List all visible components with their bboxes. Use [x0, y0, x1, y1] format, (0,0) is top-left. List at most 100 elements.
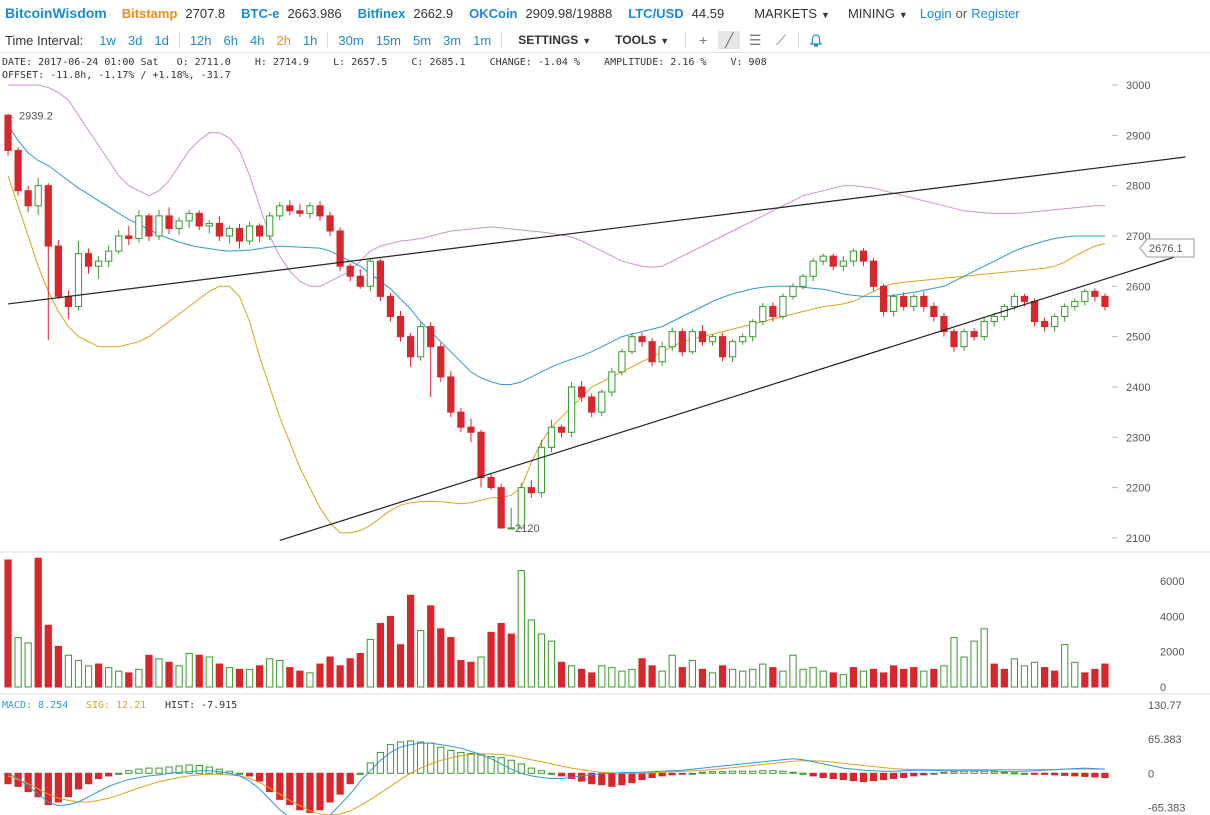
candle-body — [839, 260, 847, 267]
exchange-bitfinex[interactable]: Bitfinex — [357, 5, 406, 21]
line-tool-icon[interactable]: ╱ — [718, 31, 741, 49]
histogram-bar — [527, 767, 535, 774]
candle-body — [517, 487, 525, 529]
bell-icon[interactable] — [805, 31, 827, 49]
histogram-bar — [1010, 772, 1019, 775]
volume-bar — [578, 668, 586, 688]
candle-body — [205, 222, 213, 227]
histogram-bar — [105, 772, 113, 777]
histogram-bar — [447, 749, 455, 774]
histogram-bar — [839, 772, 847, 781]
volume-bar — [849, 667, 857, 688]
interval-12h[interactable]: 12h — [189, 32, 212, 48]
register-link[interactable]: Register — [971, 5, 1020, 21]
candle-body — [1020, 295, 1029, 302]
candle-body — [195, 212, 203, 227]
mining-menu[interactable]: MINING ▼ — [848, 6, 908, 21]
candle-body — [698, 331, 707, 343]
histogram-bar — [990, 771, 998, 774]
markets-menu[interactable]: MARKETS ▼ — [754, 6, 830, 21]
histogram-bar — [1101, 772, 1109, 778]
histogram-bar — [588, 772, 596, 785]
volume-bar — [829, 672, 837, 688]
candle-body — [245, 225, 254, 242]
volume-bar — [1051, 670, 1059, 688]
volume-bar — [4, 559, 12, 688]
histogram-bar — [346, 772, 354, 785]
histogram-bar — [235, 772, 244, 775]
volume-bar — [326, 656, 334, 688]
candle-body — [145, 215, 153, 237]
candle-body — [24, 190, 32, 207]
volume-axis-tick: 0 — [1160, 682, 1166, 694]
volume-bar — [970, 640, 978, 688]
exchange-ltcusd[interactable]: LTC/USD — [628, 5, 684, 21]
trendline — [279, 253, 1186, 542]
volume-bar — [1020, 665, 1029, 688]
interval-2h[interactable]: 2h — [276, 32, 291, 48]
histogram-bar — [356, 772, 364, 775]
high-annotation: ← 2939.2 — [5, 111, 53, 123]
interval-1m[interactable]: 1m — [473, 32, 492, 48]
volume-bar — [34, 557, 42, 688]
candle-body — [286, 205, 294, 212]
interval-1w[interactable]: 1w — [99, 32, 116, 48]
histogram-bar — [920, 772, 928, 776]
exchange-btce[interactable]: BTC-e — [241, 5, 280, 21]
macd-axis-tick: 0 — [1148, 768, 1154, 780]
histogram-bar — [165, 766, 173, 774]
volume-bar — [306, 672, 314, 688]
price-axis-tick: 2700 — [1126, 231, 1150, 243]
histogram-bar — [326, 772, 334, 803]
exchange-bitstamp[interactable]: Bitstamp — [121, 5, 178, 21]
volume-bar — [225, 667, 234, 688]
candle-body — [648, 341, 656, 363]
crosshair-tool-icon[interactable]: + — [699, 32, 708, 48]
interval-30m[interactable]: 30m — [338, 32, 364, 48]
exchange-okcoin[interactable]: OKCoin — [469, 5, 518, 21]
interval-3d[interactable]: 3d — [127, 32, 143, 48]
candle-body — [4, 114, 12, 151]
candle-body — [739, 336, 747, 343]
fan-tool-icon[interactable]: ⟋ — [776, 31, 787, 48]
interval-6h[interactable]: 6h — [223, 32, 238, 48]
candle-body — [588, 396, 596, 413]
candle-body — [44, 185, 52, 247]
interval-15m[interactable]: 15m — [375, 32, 401, 48]
volume-bar — [759, 663, 767, 688]
volume-bar — [256, 665, 264, 688]
candle-body — [819, 255, 827, 262]
candle-body — [980, 321, 988, 338]
volume-bar — [688, 660, 696, 688]
interval-1h[interactable]: 1h — [302, 32, 318, 48]
volume-bar — [366, 638, 374, 688]
candle-body — [658, 346, 666, 363]
tools-menu[interactable]: TOOLS ▼ — [615, 33, 669, 47]
brand-logo[interactable]: BitcoinWisdom — [5, 5, 107, 21]
candle-body — [950, 331, 958, 348]
volume-bar — [1071, 661, 1079, 688]
settings-menu[interactable]: SETTINGS ▼ — [518, 33, 591, 47]
histogram-bar — [185, 764, 193, 774]
candle-body — [628, 336, 636, 353]
volume-bar — [386, 615, 395, 688]
candle-body — [356, 275, 364, 287]
volume-bar — [74, 660, 83, 688]
volume-bar — [598, 665, 606, 688]
trendline — [7, 156, 1186, 305]
candle-body — [54, 245, 62, 297]
login-link[interactable]: Login — [919, 5, 952, 21]
interval-4h[interactable]: 4h — [250, 32, 265, 48]
candle-body — [1091, 290, 1099, 297]
histogram-bar — [950, 771, 958, 774]
price-axis-tick: 3000 — [1126, 80, 1150, 92]
histogram-bar — [980, 770, 988, 774]
histogram-bar — [115, 772, 123, 775]
interval-1d[interactable]: 1d — [154, 32, 169, 48]
candle-body — [225, 227, 234, 237]
interval-3m[interactable]: 3m — [443, 32, 462, 48]
horizontal-lines-tool-icon[interactable]: ☰ — [748, 31, 762, 48]
candle-body — [567, 386, 576, 433]
interval-5m[interactable]: 5m — [413, 32, 432, 48]
